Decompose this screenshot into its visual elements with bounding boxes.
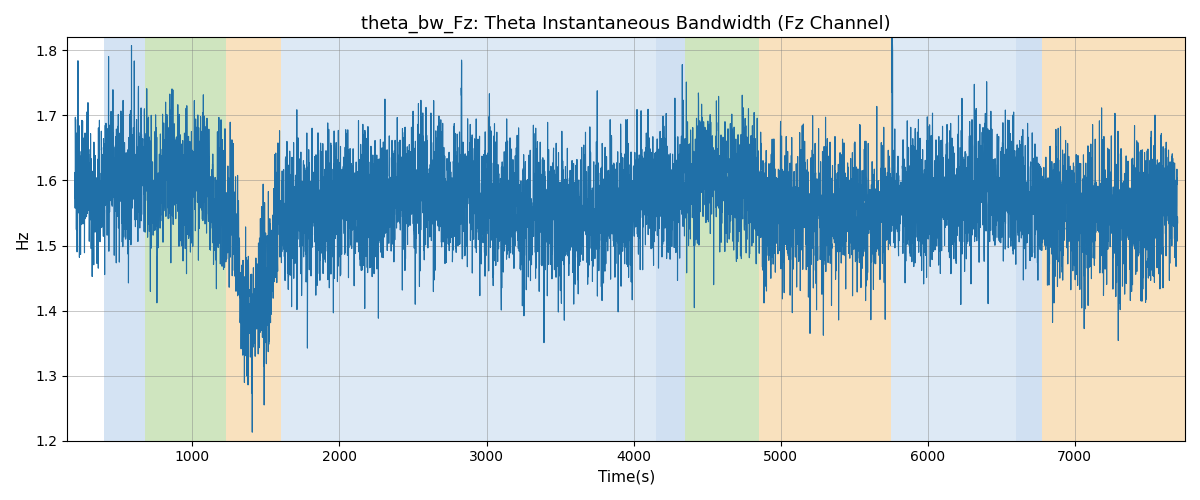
Bar <box>758 38 890 440</box>
Title: theta_bw_Fz: Theta Instantaneous Bandwidth (Fz Channel): theta_bw_Fz: Theta Instantaneous Bandwid… <box>361 15 892 34</box>
Bar <box>655 38 685 440</box>
Bar <box>281 38 655 440</box>
Bar <box>227 38 281 440</box>
Bar <box>104 38 145 440</box>
Bar <box>685 38 758 440</box>
Bar <box>1043 38 1186 440</box>
Bar <box>145 38 227 440</box>
Y-axis label: Hz: Hz <box>16 230 30 249</box>
Bar <box>1016 38 1043 440</box>
X-axis label: Time(s): Time(s) <box>598 470 655 485</box>
Bar <box>890 38 1016 440</box>
